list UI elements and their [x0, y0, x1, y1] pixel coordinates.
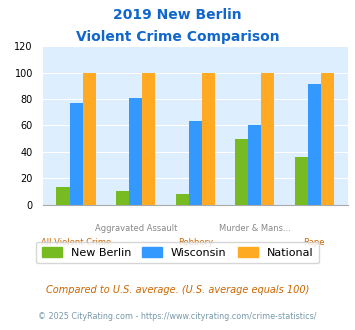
Bar	[235, 139, 248, 205]
Bar	[248, 125, 261, 205]
Bar	[308, 84, 321, 205]
Text: Rape: Rape	[304, 238, 325, 247]
Bar	[202, 73, 215, 205]
Bar	[295, 157, 308, 205]
Bar	[261, 73, 274, 205]
Bar	[176, 194, 189, 205]
Text: 2019 New Berlin: 2019 New Berlin	[113, 8, 242, 22]
Text: Aggravated Assault: Aggravated Assault	[94, 224, 177, 233]
Bar	[321, 73, 334, 205]
Bar	[83, 73, 96, 205]
Bar	[70, 103, 83, 205]
Legend: New Berlin, Wisconsin, National: New Berlin, Wisconsin, National	[36, 242, 319, 263]
Bar	[129, 98, 142, 205]
Text: Robbery: Robbery	[178, 238, 213, 247]
Text: All Violent Crime: All Violent Crime	[41, 238, 111, 247]
Text: © 2025 CityRating.com - https://www.cityrating.com/crime-statistics/: © 2025 CityRating.com - https://www.city…	[38, 312, 317, 321]
Text: Compared to U.S. average. (U.S. average equals 100): Compared to U.S. average. (U.S. average …	[46, 285, 309, 295]
Bar	[56, 187, 70, 205]
Text: Murder & Mans...: Murder & Mans...	[219, 224, 291, 233]
Text: Violent Crime Comparison: Violent Crime Comparison	[76, 30, 279, 44]
Bar	[142, 73, 155, 205]
Bar	[189, 121, 202, 205]
Bar	[116, 191, 129, 205]
